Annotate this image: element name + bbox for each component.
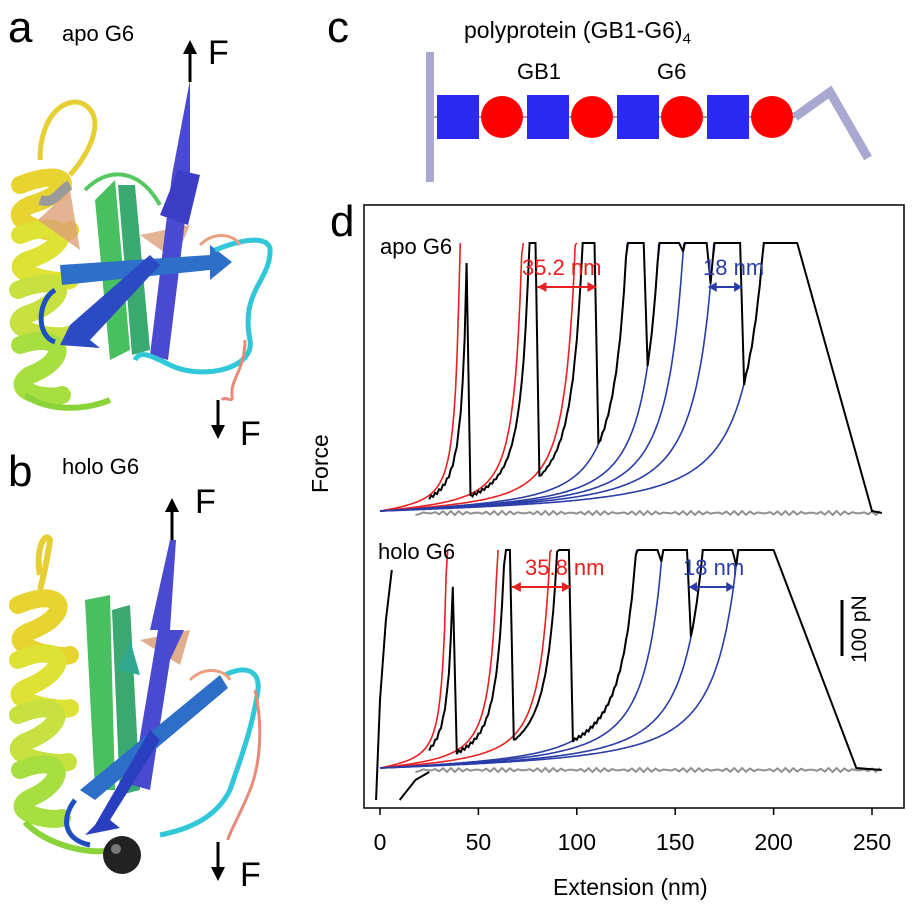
x-tick-label: 200 — [754, 829, 792, 855]
retraction-baseline — [415, 766, 881, 774]
trace-label-holo: holo G6 — [378, 539, 456, 564]
gb1-domain — [617, 95, 659, 139]
contact-spike — [375, 569, 393, 801]
polyprotein-schematic — [426, 52, 872, 182]
gb1-domain — [437, 95, 479, 139]
y-axis-title: Force — [307, 434, 333, 493]
gb1-fit-curve — [379, 242, 765, 512]
holo-g6-structure — [9, 498, 262, 881]
g6-domain — [571, 96, 613, 138]
trace-label-apo: apo G6 — [380, 234, 453, 259]
g6-domain — [481, 96, 523, 138]
gb1-fit-curve — [379, 549, 740, 769]
protein-structures — [9, 40, 273, 881]
afm-tip — [792, 85, 872, 161]
trace-holo — [379, 549, 882, 774]
g6-increment-apo: 35.2 nm — [522, 255, 602, 280]
panel-a-force-bottom: F — [240, 415, 261, 453]
panel-c-label: c — [327, 3, 349, 52]
panel-a-title: apo G6 — [62, 21, 135, 46]
g6-domain-label: G6 — [657, 59, 687, 84]
domain-chain — [437, 95, 793, 139]
gb1-domain — [527, 95, 569, 139]
g6-domain — [751, 96, 793, 138]
x-tick-label: 100 — [558, 829, 596, 855]
x-axis-ticks: 0 50 100 150 200 250 — [374, 808, 891, 855]
g6-fit-curve — [379, 549, 499, 769]
panel-d-label: d — [330, 197, 355, 246]
plot-frame — [363, 204, 905, 809]
surface-bar — [426, 52, 434, 182]
traces — [375, 242, 882, 801]
panel-b-label: b — [8, 447, 33, 496]
apo-g6-structure — [9, 40, 273, 439]
x-tick-label: 250 — [853, 829, 891, 855]
panel-b-force-bottom: F — [240, 856, 261, 894]
approach-trace — [398, 771, 430, 801]
g6-fit-curve — [379, 549, 553, 769]
panel-a-label: a — [8, 3, 33, 52]
helix-b — [9, 589, 111, 855]
gb1-domain — [707, 95, 749, 139]
gb1-increment-apo: 18 nm — [703, 255, 765, 280]
panel-c-title-text: polyprotein (GB1-G6) — [464, 17, 683, 43]
gb1-fit-curve — [379, 242, 628, 512]
gb1-fit-curve — [379, 549, 665, 769]
g6-fit-curve — [379, 242, 578, 512]
force-extension-trace — [428, 242, 882, 514]
gb1-fit-curve — [379, 242, 716, 512]
g6-fit-curve — [379, 549, 449, 769]
panel-a-force-top: F — [208, 34, 229, 72]
panel-c-subscript: 4 — [682, 30, 691, 48]
panel-c-title: polyprotein (GB1-G6)4 — [464, 18, 691, 52]
gb1-increment-holo: 18 nm — [683, 555, 745, 580]
gb1-fit-curve — [379, 242, 685, 512]
trace-apo — [379, 242, 882, 517]
x-tick-label: 50 — [466, 829, 492, 855]
g6-increment-holo: 35.8 nm — [525, 555, 605, 580]
gb1-fit-curve — [379, 549, 638, 769]
retraction-baseline — [415, 509, 881, 517]
g6-domain — [661, 96, 703, 138]
g6-fit-curve — [379, 242, 462, 512]
x-tick-label: 0 — [374, 829, 387, 855]
scale-bar-label: 100 pN — [848, 595, 871, 663]
force-extension-trace — [428, 549, 882, 771]
panel-b-force-top: F — [195, 483, 216, 521]
panel-b-title: holo G6 — [62, 454, 140, 479]
x-axis-title: Extension (nm) — [553, 874, 708, 900]
x-tick-label: 150 — [656, 829, 694, 855]
gb1-domain-label: GB1 — [517, 59, 562, 84]
